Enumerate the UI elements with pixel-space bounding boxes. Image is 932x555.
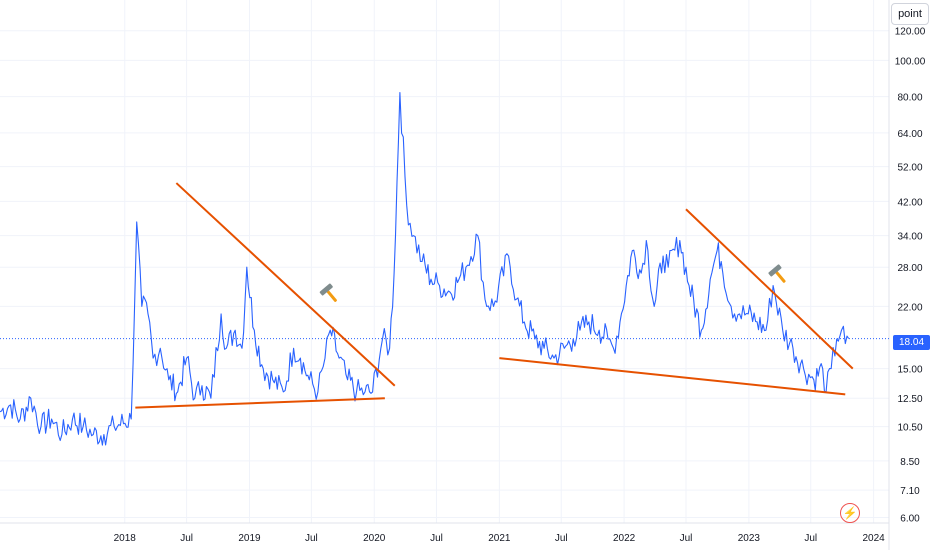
y-tick-label: 22.00 — [897, 302, 922, 313]
y-tick-label: 42.00 — [897, 197, 922, 208]
lightning-logo-icon[interactable]: ⚡ — [840, 503, 860, 523]
trendline — [499, 357, 846, 396]
y-tick-label: 10.50 — [897, 423, 922, 434]
x-tick-label: Jul — [555, 533, 568, 544]
y-tick-label: 80.00 — [897, 93, 922, 104]
y-tick-label: 34.00 — [897, 232, 922, 243]
y-tick-label: 12.50 — [897, 394, 922, 405]
x-tick-label: Jul — [180, 533, 193, 544]
y-tick-label: 52.00 — [897, 163, 922, 174]
x-tick-label: Jul — [680, 533, 693, 544]
grid — [0, 0, 889, 523]
y-tick-label: 7.10 — [900, 486, 920, 497]
x-tick-label: 2020 — [363, 533, 386, 544]
x-tick-label: 2023 — [738, 533, 761, 544]
x-tick-label: 2021 — [488, 533, 511, 544]
y-axis-ticks: 120.00 100.00 80.00 64.00 52.00 42.00 34.00 28.… — [895, 27, 926, 525]
annotations-layer — [135, 182, 854, 409]
series-layer — [0, 92, 850, 446]
hammer-icon — [768, 264, 786, 283]
x-tick-label: Jul — [804, 533, 817, 544]
trendline — [685, 208, 854, 370]
x-tick-label: 2019 — [238, 533, 261, 544]
current-price-label: 18.04 — [893, 335, 930, 350]
trendline — [175, 182, 396, 387]
y-tick-label: 120.00 — [895, 27, 926, 38]
y-tick-label: 64.00 — [897, 129, 922, 140]
series-line — [0, 92, 850, 446]
x-tick-label: 2018 — [114, 533, 137, 544]
y-tick-label: 28.00 — [897, 263, 922, 274]
trendline — [135, 397, 385, 409]
x-tick-label: 2024 — [862, 533, 885, 544]
hammer-icon — [319, 283, 337, 302]
unit-button[interactable]: point — [891, 3, 929, 25]
x-axis-ticks: 2018 Jul 2019 Jul 2020 Jul 2021 Jul 2022 Jul 2023 J… — [114, 533, 886, 544]
y-tick-label: 100.00 — [895, 56, 926, 67]
y-tick-label: 15.00 — [897, 365, 922, 376]
y-tick-label: 8.50 — [900, 457, 920, 468]
y-tick-label: 6.00 — [900, 513, 920, 524]
x-tick-label: Jul — [430, 533, 443, 544]
x-tick-label: Jul — [305, 533, 318, 544]
x-tick-label: 2022 — [613, 533, 636, 544]
